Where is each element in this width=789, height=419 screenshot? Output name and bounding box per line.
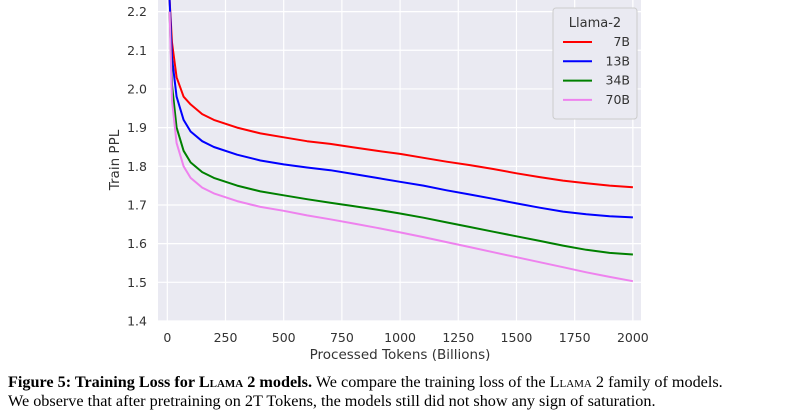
y-tick-label: 2.0: [127, 81, 147, 96]
caption-line-1: Figure 5: Training Loss for Llama 2 mode…: [8, 373, 788, 392]
x-tick-label: 1250: [442, 330, 474, 345]
y-tick-label: 1.6: [127, 236, 147, 251]
caption-text-1: We compare the training loss of the: [315, 373, 546, 391]
x-tick-label: 1750: [559, 330, 591, 345]
x-axis-label: Processed Tokens (Billions): [310, 347, 491, 363]
y-tick-label: 1.9: [127, 120, 147, 135]
caption-line-2: We observe that after pretraining on 2T …: [8, 392, 656, 410]
y-tick-label: 1.8: [127, 159, 147, 174]
legend-title: Llama-2: [569, 16, 621, 31]
legend: Llama-2 7B 13B 34B 70B: [552, 7, 638, 120]
series-line-13B: [168, 0, 633, 219]
chart: 0 250 500 750 1000 1250 1500 1750 2000 1.4 1.5 1.6 1…: [107, 0, 649, 363]
tick-labels: 0 250 500 750 1000 1250 1500 1750 2000 1.4 1.5 1.6 1…: [127, 4, 649, 345]
x-tick-label: 1000: [384, 330, 416, 345]
y-tick-label: 1.5: [127, 275, 147, 290]
x-tick-label: 750: [330, 330, 354, 345]
caption-model-name: Llama 2: [549, 373, 605, 391]
caption-text-1-tail: family of models.: [608, 373, 723, 391]
y-tick-label: 2.2: [127, 4, 147, 19]
series-line-7B: [168, 0, 633, 189]
x-tick-label: 1500: [501, 330, 533, 345]
x-tick-label: 0: [163, 330, 171, 345]
x-tick-label: 500: [272, 330, 296, 345]
y-tick-label: 2.1: [127, 43, 147, 58]
legend-items: 7B 13B 34B 70B: [563, 34, 630, 107]
y-axis-label: Train PPL: [107, 129, 123, 191]
x-tick-label: 250: [214, 330, 238, 345]
legend-label-13B: 13B: [606, 53, 630, 68]
legend-box: [552, 7, 638, 120]
series-line-70B: [168, 11, 634, 283]
caption-label: Figure 5: Training Loss for Llama 2 mode…: [8, 373, 313, 391]
x-tick-label: 2000: [617, 330, 649, 345]
legend-label-7B: 7B: [613, 34, 630, 49]
legend-label-34B: 34B: [606, 73, 630, 88]
series-layer: [168, 0, 634, 283]
y-tick-label: 1.4: [127, 314, 147, 329]
y-tick-label: 1.7: [127, 197, 147, 212]
legend-label-70B: 70B: [606, 92, 630, 107]
figure-caption: Figure 5: Training Loss for Llama 2 mode…: [8, 373, 788, 411]
series-line-34B: [168, 11, 633, 256]
